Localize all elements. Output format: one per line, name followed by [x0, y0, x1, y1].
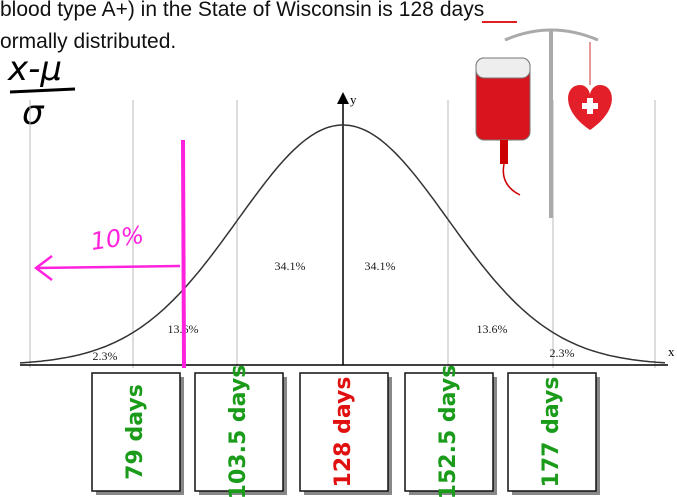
box-label: 128 days	[331, 377, 356, 488]
axis-arrow	[337, 92, 349, 104]
region-label: 2.3%	[550, 346, 575, 360]
region-label: 34.1%	[365, 259, 396, 273]
header-text: days	[440, 0, 484, 21]
page: blood type A+) in the State of Wisconsin…	[0, 0, 677, 497]
region-label: 2.3%	[93, 349, 118, 363]
box-label: 79 days	[123, 384, 148, 480]
axis-label: y	[350, 92, 357, 107]
header-value: 128	[399, 0, 434, 21]
region-label: 13.6%	[477, 322, 508, 336]
cutoff-line	[183, 140, 184, 368]
header-text: blood type A+) in the State of Wisconsin…	[0, 0, 393, 21]
region-label: 34.1%	[275, 259, 306, 273]
iv-icon	[476, 30, 612, 218]
arrow	[36, 266, 180, 268]
box-label: 177 days	[539, 377, 564, 488]
box-label: 103.5 days	[226, 365, 251, 497]
boxes: 79 days 103.5 days 128 days 152.5 days 177 d…	[92, 365, 600, 497]
annotation: 10%	[89, 221, 146, 256]
formula-numerator: x-μ	[7, 49, 62, 89]
box-label: 152.5 days	[436, 365, 461, 497]
formula-denominator: σ	[22, 93, 45, 133]
fraction-bar	[10, 89, 75, 92]
axis-label: x	[668, 344, 675, 359]
header-line: blood type A+) in the State of Wisconsin…	[0, 0, 484, 21]
